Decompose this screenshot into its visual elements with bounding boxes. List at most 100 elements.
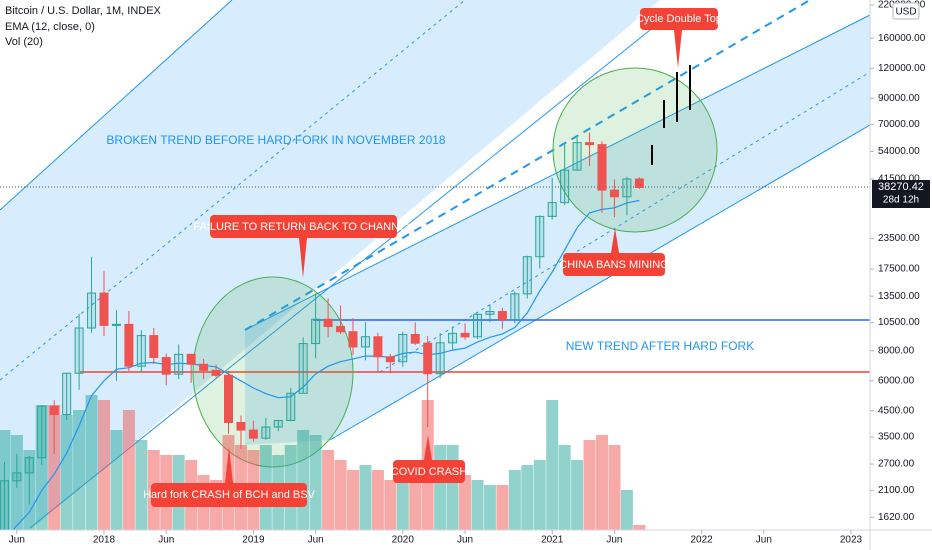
y-tick-label: 120000.00 bbox=[878, 63, 926, 74]
candle-body bbox=[37, 405, 47, 459]
volume-bar bbox=[73, 410, 86, 530]
annotation: FAILURE TO RETURN BACK TO CHANNEL bbox=[193, 221, 412, 233]
channel-line bbox=[29, 21, 661, 529]
candle-body bbox=[136, 335, 146, 367]
candle-body bbox=[510, 293, 520, 321]
candle-body bbox=[460, 332, 470, 338]
candle-body bbox=[473, 313, 482, 338]
annotation: CHINA BANS MINING bbox=[559, 259, 668, 271]
candle-body bbox=[199, 363, 209, 371]
indicator-label: Vol (20) bbox=[5, 36, 43, 48]
candle-body bbox=[560, 169, 570, 204]
candle-body bbox=[49, 405, 59, 416]
volume-bar bbox=[334, 460, 347, 530]
annotations: Cycle Double Top BROKEN TREND BEFORE HAR… bbox=[106, 8, 754, 507]
candle-body bbox=[236, 422, 246, 431]
volume-bar bbox=[359, 465, 372, 530]
x-tick-label: 2023 bbox=[840, 535, 863, 546]
volume-bar bbox=[409, 470, 422, 530]
annotation: NEW TREND AFTER HARD FORK bbox=[566, 339, 754, 353]
volume-bar bbox=[446, 445, 459, 530]
volume-bar bbox=[558, 445, 571, 530]
candle-body bbox=[398, 333, 408, 363]
callout-box bbox=[210, 215, 397, 238]
volume-bar bbox=[633, 525, 646, 530]
y-tick-label: 4500.00 bbox=[878, 405, 915, 416]
x-tick-label: 2020 bbox=[392, 535, 415, 546]
price-badge bbox=[872, 180, 930, 208]
callout-arrow bbox=[611, 228, 619, 253]
candle-body bbox=[485, 311, 495, 315]
callout-arrow bbox=[225, 447, 233, 483]
candle-body bbox=[547, 202, 557, 217]
y-tick-label: 70000.00 bbox=[878, 119, 920, 130]
candle-body bbox=[385, 356, 395, 363]
candle-body bbox=[87, 292, 97, 329]
y-tick-label: 8000.00 bbox=[878, 345, 915, 356]
volume-bar bbox=[85, 395, 98, 530]
volume-bar bbox=[35, 405, 48, 530]
y-tick-label: 10500.00 bbox=[878, 317, 920, 328]
volume-bar bbox=[297, 430, 310, 530]
y-tick-label: 90000.00 bbox=[878, 93, 920, 104]
y-tick-label: 2100.00 bbox=[878, 485, 915, 496]
time-axis bbox=[0, 530, 932, 550]
projection bbox=[651, 65, 691, 165]
volume-bar bbox=[583, 440, 596, 530]
candle-body bbox=[597, 144, 607, 191]
volume-bar bbox=[396, 475, 409, 530]
candle-body bbox=[174, 353, 184, 375]
channel-line bbox=[329, 124, 871, 441]
x-tick-label: 2019 bbox=[242, 535, 265, 546]
volume-bar bbox=[620, 490, 633, 530]
candle-body bbox=[186, 353, 196, 365]
candle-body bbox=[12, 472, 22, 482]
callout-arrow bbox=[424, 435, 432, 460]
series bbox=[0, 132, 646, 548]
channel-line bbox=[0, 0, 233, 211]
trend-dashed bbox=[244, 0, 811, 331]
y-tick-label: 17500.00 bbox=[878, 264, 920, 275]
candle-body bbox=[336, 326, 346, 333]
callout-arrow bbox=[299, 238, 307, 278]
candle-body bbox=[348, 331, 358, 348]
candle-body bbox=[0, 480, 9, 537]
volume-bar bbox=[608, 445, 621, 530]
volume-bar bbox=[384, 480, 397, 530]
candle-body bbox=[261, 426, 271, 439]
candle-body bbox=[622, 178, 632, 198]
candle-body bbox=[497, 311, 507, 321]
volume-bar bbox=[521, 465, 534, 530]
volume-bar bbox=[309, 435, 322, 530]
annotation: BROKEN TREND BEFORE HARD FORK IN NOVEMBE… bbox=[106, 133, 446, 147]
y-tick-label: 13500.00 bbox=[878, 291, 920, 302]
volume-bar bbox=[135, 440, 148, 530]
candle-body bbox=[74, 327, 84, 374]
candle-body bbox=[149, 335, 159, 358]
candle-body bbox=[634, 178, 644, 188]
candle-body bbox=[99, 292, 109, 326]
y-tick-label: 3500.00 bbox=[878, 432, 915, 443]
volume-bar bbox=[48, 405, 61, 530]
x-tick-label: Jun bbox=[756, 535, 772, 546]
currency-badge bbox=[892, 2, 920, 20]
y-tick-label: 160000.00 bbox=[878, 33, 926, 44]
candle-body bbox=[572, 142, 582, 171]
candle-body bbox=[124, 323, 134, 367]
ema-line bbox=[0, 199, 640, 548]
candle-body bbox=[522, 256, 532, 295]
volume-bar bbox=[483, 485, 496, 530]
candle-body bbox=[273, 419, 283, 428]
candle-body bbox=[62, 372, 72, 416]
volume-bar bbox=[471, 480, 484, 530]
y-tick-label: 1620.00 bbox=[878, 512, 915, 523]
candle-body bbox=[323, 318, 333, 328]
upper-channel bbox=[0, 0, 660, 530]
volume-bar bbox=[508, 470, 521, 530]
volume-bar bbox=[0, 430, 11, 530]
y-tick-label: 6000.00 bbox=[878, 375, 915, 386]
legend: Bitcoin / U.S. Dollar, 1M, INDEX EMA (12… bbox=[5, 5, 162, 48]
callout-box bbox=[393, 460, 465, 483]
x-tick-label: 2021 bbox=[541, 535, 564, 546]
axes: 220000.00160000.00120000.0090000.0070000… bbox=[9, 0, 926, 546]
